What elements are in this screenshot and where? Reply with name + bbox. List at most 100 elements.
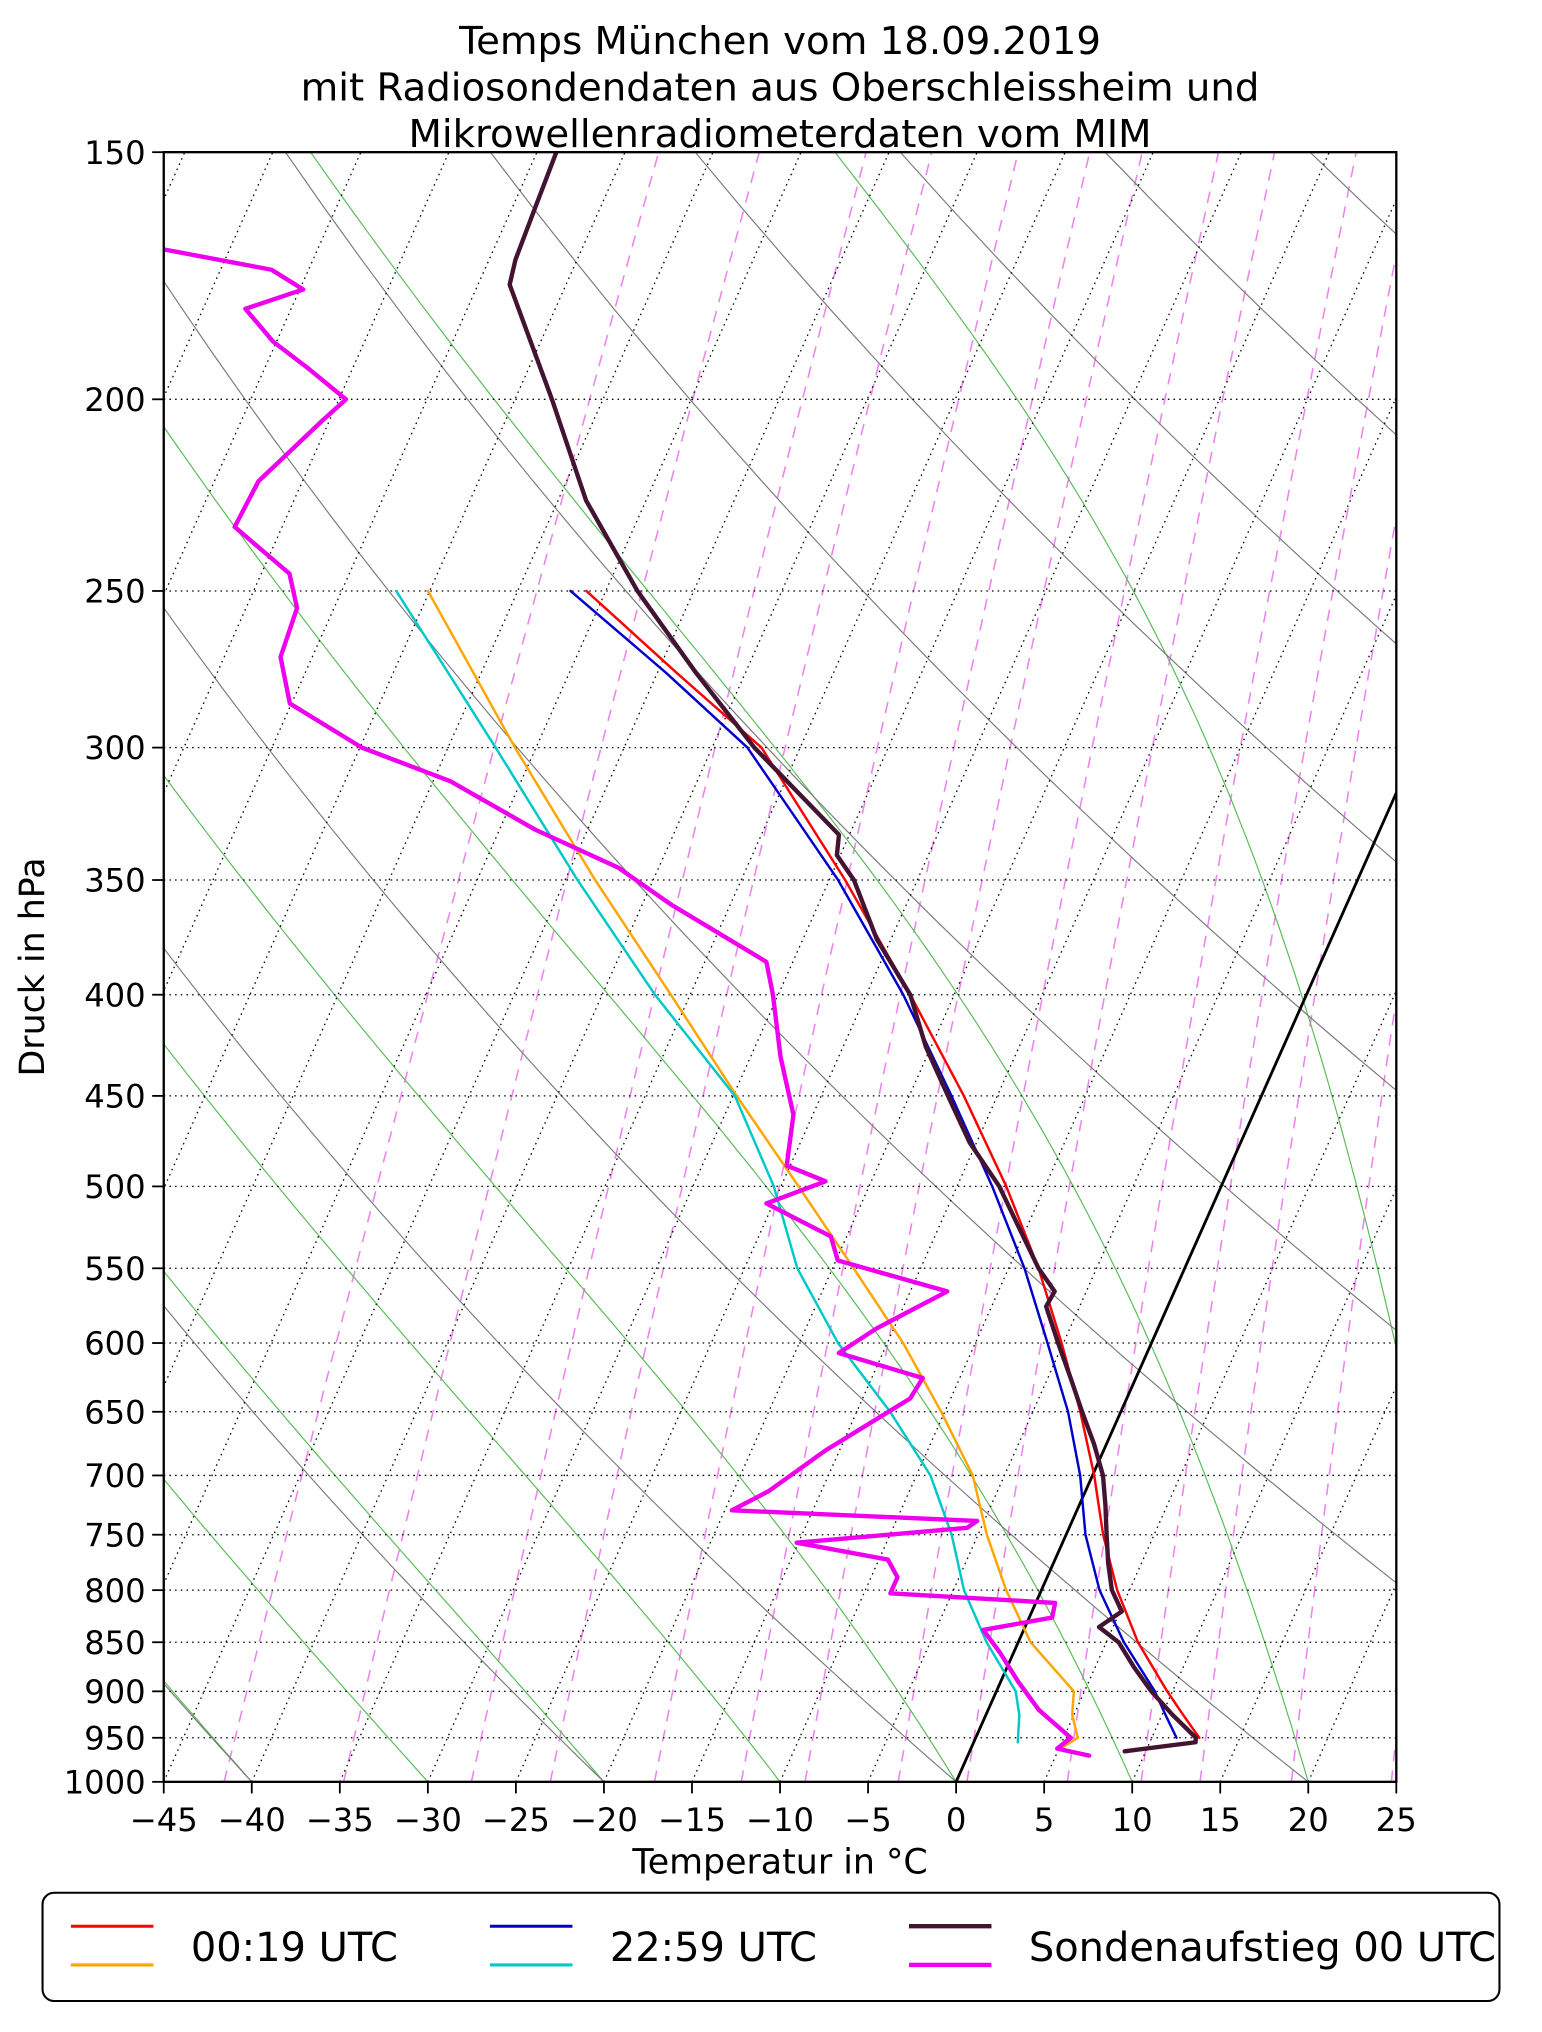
mixing-ratio-line: [653, 152, 1019, 1782]
x-tick-label: −5: [844, 1801, 891, 1839]
isotherm-line: [779, 395, 1397, 1782]
y-tick-label: 900: [84, 1673, 145, 1711]
moist-adiabat-line: [163, 774, 957, 1782]
x-tick-label: −25: [482, 1801, 550, 1839]
dry-adiabat-line: [1309, 152, 1397, 235]
y-tick-label: 500: [84, 1168, 145, 1206]
series-radiometer-0019-dewpoint: [426, 589, 1080, 1748]
legend-swatches: [70, 1924, 992, 1968]
isotherm-line: [163, 152, 714, 1388]
mixing-ratio-line: [804, 152, 1143, 1782]
isotherm-line: [163, 152, 890, 1782]
chart-title-line-2: mit Radiosondendaten aus Oberschleisshei…: [301, 66, 1260, 111]
mixing-ratio-line: [470, 152, 867, 1782]
y-tick-label: 800: [84, 1572, 145, 1610]
plot-area: −45 −40 −35 −30 −25 −20 −15 −10 −5 0 5 10 15 20 25 150 2…: [64, 134, 1542, 1839]
background-lines: [163, 152, 1542, 1782]
mixing-ratio-line: [223, 152, 660, 1782]
mixing-ratio-line: [740, 152, 1091, 1782]
x-tick-label: −35: [306, 1801, 374, 1839]
x-tick-label: −40: [218, 1801, 286, 1839]
x-tick-label: 0: [946, 1801, 967, 1839]
moist-adiabat-line: [163, 425, 1133, 1782]
series-sonde-00-dewpoint: [163, 247, 1092, 1758]
series-radiometer-2259-temperature: [569, 589, 1178, 1739]
isotherm-line: [1395, 1780, 1397, 1782]
isotherm-line: [1131, 1186, 1397, 1782]
legend-label-sonde: Sondenaufstieg 00 UTC: [1029, 1925, 1496, 1971]
isotherm-line: [163, 152, 802, 1586]
y-tick-label: 700: [84, 1457, 145, 1495]
dry-adiabat-line: [163, 280, 1397, 1584]
y-tick-label: 200: [84, 381, 145, 419]
legend-box: [41, 1891, 1501, 2003]
isotherm-line: [603, 152, 1330, 1782]
series-radiometer-0019-temperature: [585, 589, 1201, 1739]
y-tick-label: 400: [84, 976, 145, 1014]
dry-adiabat-line: [1104, 152, 1397, 436]
dry-adiabat-line: [284, 152, 1397, 1332]
y-tick-label: 750: [84, 1516, 145, 1554]
x-axis-label: Temperatur in °C: [631, 1842, 927, 1882]
isotherm-line: [163, 152, 450, 795]
y-tick-label: 250: [84, 573, 145, 611]
x-tick-label: 20: [1288, 1801, 1329, 1839]
x-tick-label: −20: [570, 1801, 638, 1839]
dry-adiabat-line: [163, 947, 957, 1782]
isotherm-line: [1307, 1582, 1397, 1782]
y-tick-label: 1000: [64, 1763, 146, 1801]
mixing-ratio-line: [342, 152, 761, 1782]
mixing-ratio-line: [1290, 993, 1397, 1782]
moist-adiabat-line: [310, 152, 1309, 1782]
dry-adiabat-line: [489, 152, 1397, 1092]
sounding-series: [163, 152, 1201, 1758]
x-tick-label: 25: [1376, 1801, 1417, 1839]
isotherm-line: [427, 152, 1154, 1782]
isotherm-line: [163, 152, 362, 597]
legend-label-2259: 22:59 UTC: [610, 1925, 817, 1971]
isotherm-line: [1043, 989, 1397, 1782]
series-sonde-00-temperature: [507, 152, 1199, 1754]
dry-adiabat-line: [899, 152, 1397, 645]
x-tick-label: 10: [1112, 1801, 1153, 1839]
legend-label-0019: 00:19 UTC: [191, 1925, 398, 1971]
moist-adiabat-line: [163, 1043, 781, 1782]
mixing-ratio-line: [1199, 512, 1397, 1782]
dry-adiabat-line: [163, 606, 1309, 1782]
isotherm-line: [163, 152, 538, 993]
x-tick-label: −30: [394, 1801, 462, 1839]
mixing-ratio-line: [1390, 1726, 1397, 1782]
dry-adiabat-line: [694, 152, 1397, 863]
chart-title-line-3: Mikrowellenradiometerdaten vom MIM: [409, 112, 1152, 157]
y-axis-label: Druck in hPa: [13, 857, 53, 1076]
zero-isotherm-line: [954, 789, 1397, 1782]
isotherm-line: [515, 152, 1242, 1782]
mixing-ratio-line: [549, 152, 933, 1782]
x-tick-label: −45: [130, 1801, 198, 1839]
y-tick-label: 600: [84, 1325, 145, 1363]
y-tick-label: 850: [84, 1624, 145, 1662]
y-tick-label: 300: [84, 729, 145, 767]
series-radiometer-2259-dewpoint: [394, 589, 1021, 1744]
mixing-ratio-line: [897, 152, 1220, 1782]
isotherm-line: [251, 152, 978, 1782]
isotherm-line: [163, 152, 626, 1191]
mixing-ratio-line: [1140, 249, 1397, 1782]
isotherm-line: [339, 152, 1066, 1782]
y-tick-label: 350: [84, 862, 145, 900]
moist-adiabat-line: [834, 152, 1397, 1351]
y-tick-label: 550: [84, 1250, 145, 1288]
x-tick-label: 15: [1200, 1801, 1241, 1839]
chart-title-line-1: Temps München vom 18.09.2019: [458, 19, 1101, 64]
moist-adiabat-line: [1433, 152, 1542, 1782]
isotherm-line: [691, 197, 1397, 1782]
mixing-ratio-line: [1066, 152, 1357, 1782]
moist-adiabat-line: [163, 1270, 605, 1782]
y-tick-label: 150: [84, 134, 145, 172]
y-tick-label: 950: [84, 1719, 145, 1757]
moist-adiabat-line: [163, 1478, 429, 1782]
isotherm-line: [1219, 1384, 1397, 1782]
x-tick-label: −15: [658, 1801, 726, 1839]
